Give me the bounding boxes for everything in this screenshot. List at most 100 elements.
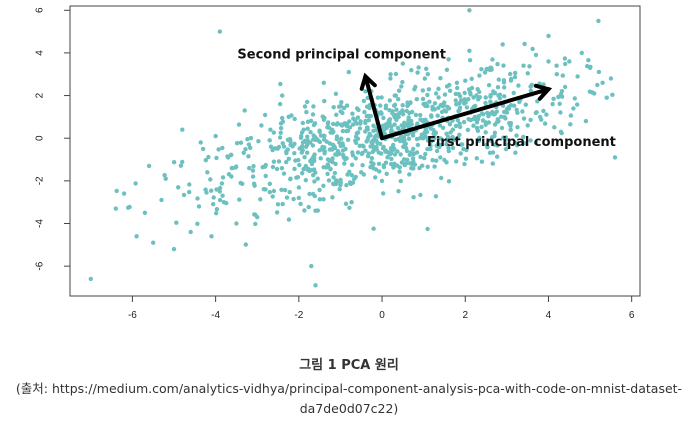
scatter-point [381, 144, 386, 150]
scatter-point [484, 142, 489, 147]
scatter-point [384, 125, 389, 130]
scatter-point [335, 121, 340, 126]
scatter-point [432, 164, 437, 169]
scatter-point [454, 80, 460, 86]
scatter-point [151, 240, 156, 245]
scatter-point [142, 210, 148, 215]
scatter-point [544, 112, 549, 117]
scatter-point [308, 140, 313, 145]
scatter-point [412, 151, 417, 156]
scatter-point [483, 95, 488, 100]
scatter-point [447, 122, 453, 127]
scatter-point [134, 234, 139, 239]
scatter-point [485, 110, 490, 116]
scatter-point [287, 189, 292, 195]
scatter-point [331, 105, 336, 110]
scatter-point [612, 155, 618, 160]
scatter-point [533, 140, 539, 145]
scatter-point [346, 69, 351, 75]
scatter-point [596, 18, 601, 24]
scatter-point [379, 95, 384, 100]
scatter-point [436, 86, 441, 92]
scatter-point [420, 96, 426, 102]
scatter-point [330, 195, 335, 200]
scatter-point [326, 178, 332, 183]
scatter-point [479, 159, 485, 164]
scatter-point [456, 91, 461, 97]
scatter-point [330, 156, 335, 161]
scatter-point [368, 133, 373, 138]
scatter-point [214, 207, 220, 212]
scatter-point [480, 118, 486, 123]
scatter-point [495, 154, 500, 159]
scatter-point [484, 66, 489, 72]
scatter-point [296, 157, 301, 163]
scatter-point [369, 156, 375, 161]
scatter-point [361, 144, 366, 149]
scatter-point [343, 201, 349, 206]
scatter-point [568, 122, 573, 127]
scatter-point [465, 127, 471, 133]
scatter-point [401, 157, 407, 162]
scatter-point [420, 88, 425, 93]
scatter-point [371, 123, 376, 128]
scatter-point [402, 162, 407, 168]
scatter-point [243, 147, 248, 152]
scatter-point [441, 102, 446, 108]
scatter-point [271, 130, 276, 135]
scatter-point [405, 132, 411, 137]
scatter-point [311, 173, 316, 178]
scatter-point [318, 156, 323, 161]
scatter-point [317, 139, 323, 145]
scatter-point [279, 187, 284, 192]
scatter-point [415, 121, 420, 126]
scatter-point [343, 146, 348, 152]
scatter-point [325, 171, 330, 177]
scatter-point [371, 226, 376, 231]
scatter-point [424, 66, 429, 72]
scatter-point [133, 181, 138, 186]
scatter-point [407, 161, 413, 166]
first-pc-label: First principal component [427, 135, 616, 150]
scatter-point [317, 128, 322, 133]
scatter-point [365, 126, 370, 131]
scatter-point [301, 127, 306, 132]
scatter-point [394, 163, 400, 168]
scatter-point [341, 105, 347, 111]
scatter-point [219, 181, 225, 186]
scatter-point [298, 201, 303, 207]
scatter-point [285, 137, 291, 142]
scatter-point [195, 221, 200, 226]
scatter-point [248, 145, 253, 150]
scatter-point [533, 52, 539, 58]
scatter-point [495, 61, 500, 67]
scatter-point [373, 167, 379, 172]
scatter-point [317, 197, 322, 202]
scatter-point [198, 140, 203, 145]
scatter-point [588, 64, 593, 70]
scatter-point [171, 246, 177, 252]
scatter-point [542, 121, 548, 126]
scatter-point [321, 183, 326, 188]
scatter-point [477, 73, 482, 78]
scatter-point [356, 107, 361, 113]
scatter-point [363, 120, 368, 126]
scatter-point [261, 187, 266, 192]
x-tick-label: 2 [462, 310, 468, 321]
scatter-point [575, 102, 580, 107]
scatter-point [383, 160, 389, 165]
scatter-point [267, 189, 272, 195]
scatter-point [407, 121, 413, 127]
scatter-point [357, 143, 362, 148]
scatter-point [373, 175, 378, 180]
scatter-point [234, 221, 239, 226]
scatter-point [253, 221, 258, 227]
scatter-point [434, 158, 439, 163]
scatter-point [408, 100, 413, 106]
scatter-point [411, 146, 416, 152]
scatter-point [375, 95, 381, 100]
arrow-head [533, 83, 553, 101]
scatter-point [341, 152, 346, 158]
scatter-point [333, 161, 338, 167]
scatter-point [412, 87, 417, 92]
